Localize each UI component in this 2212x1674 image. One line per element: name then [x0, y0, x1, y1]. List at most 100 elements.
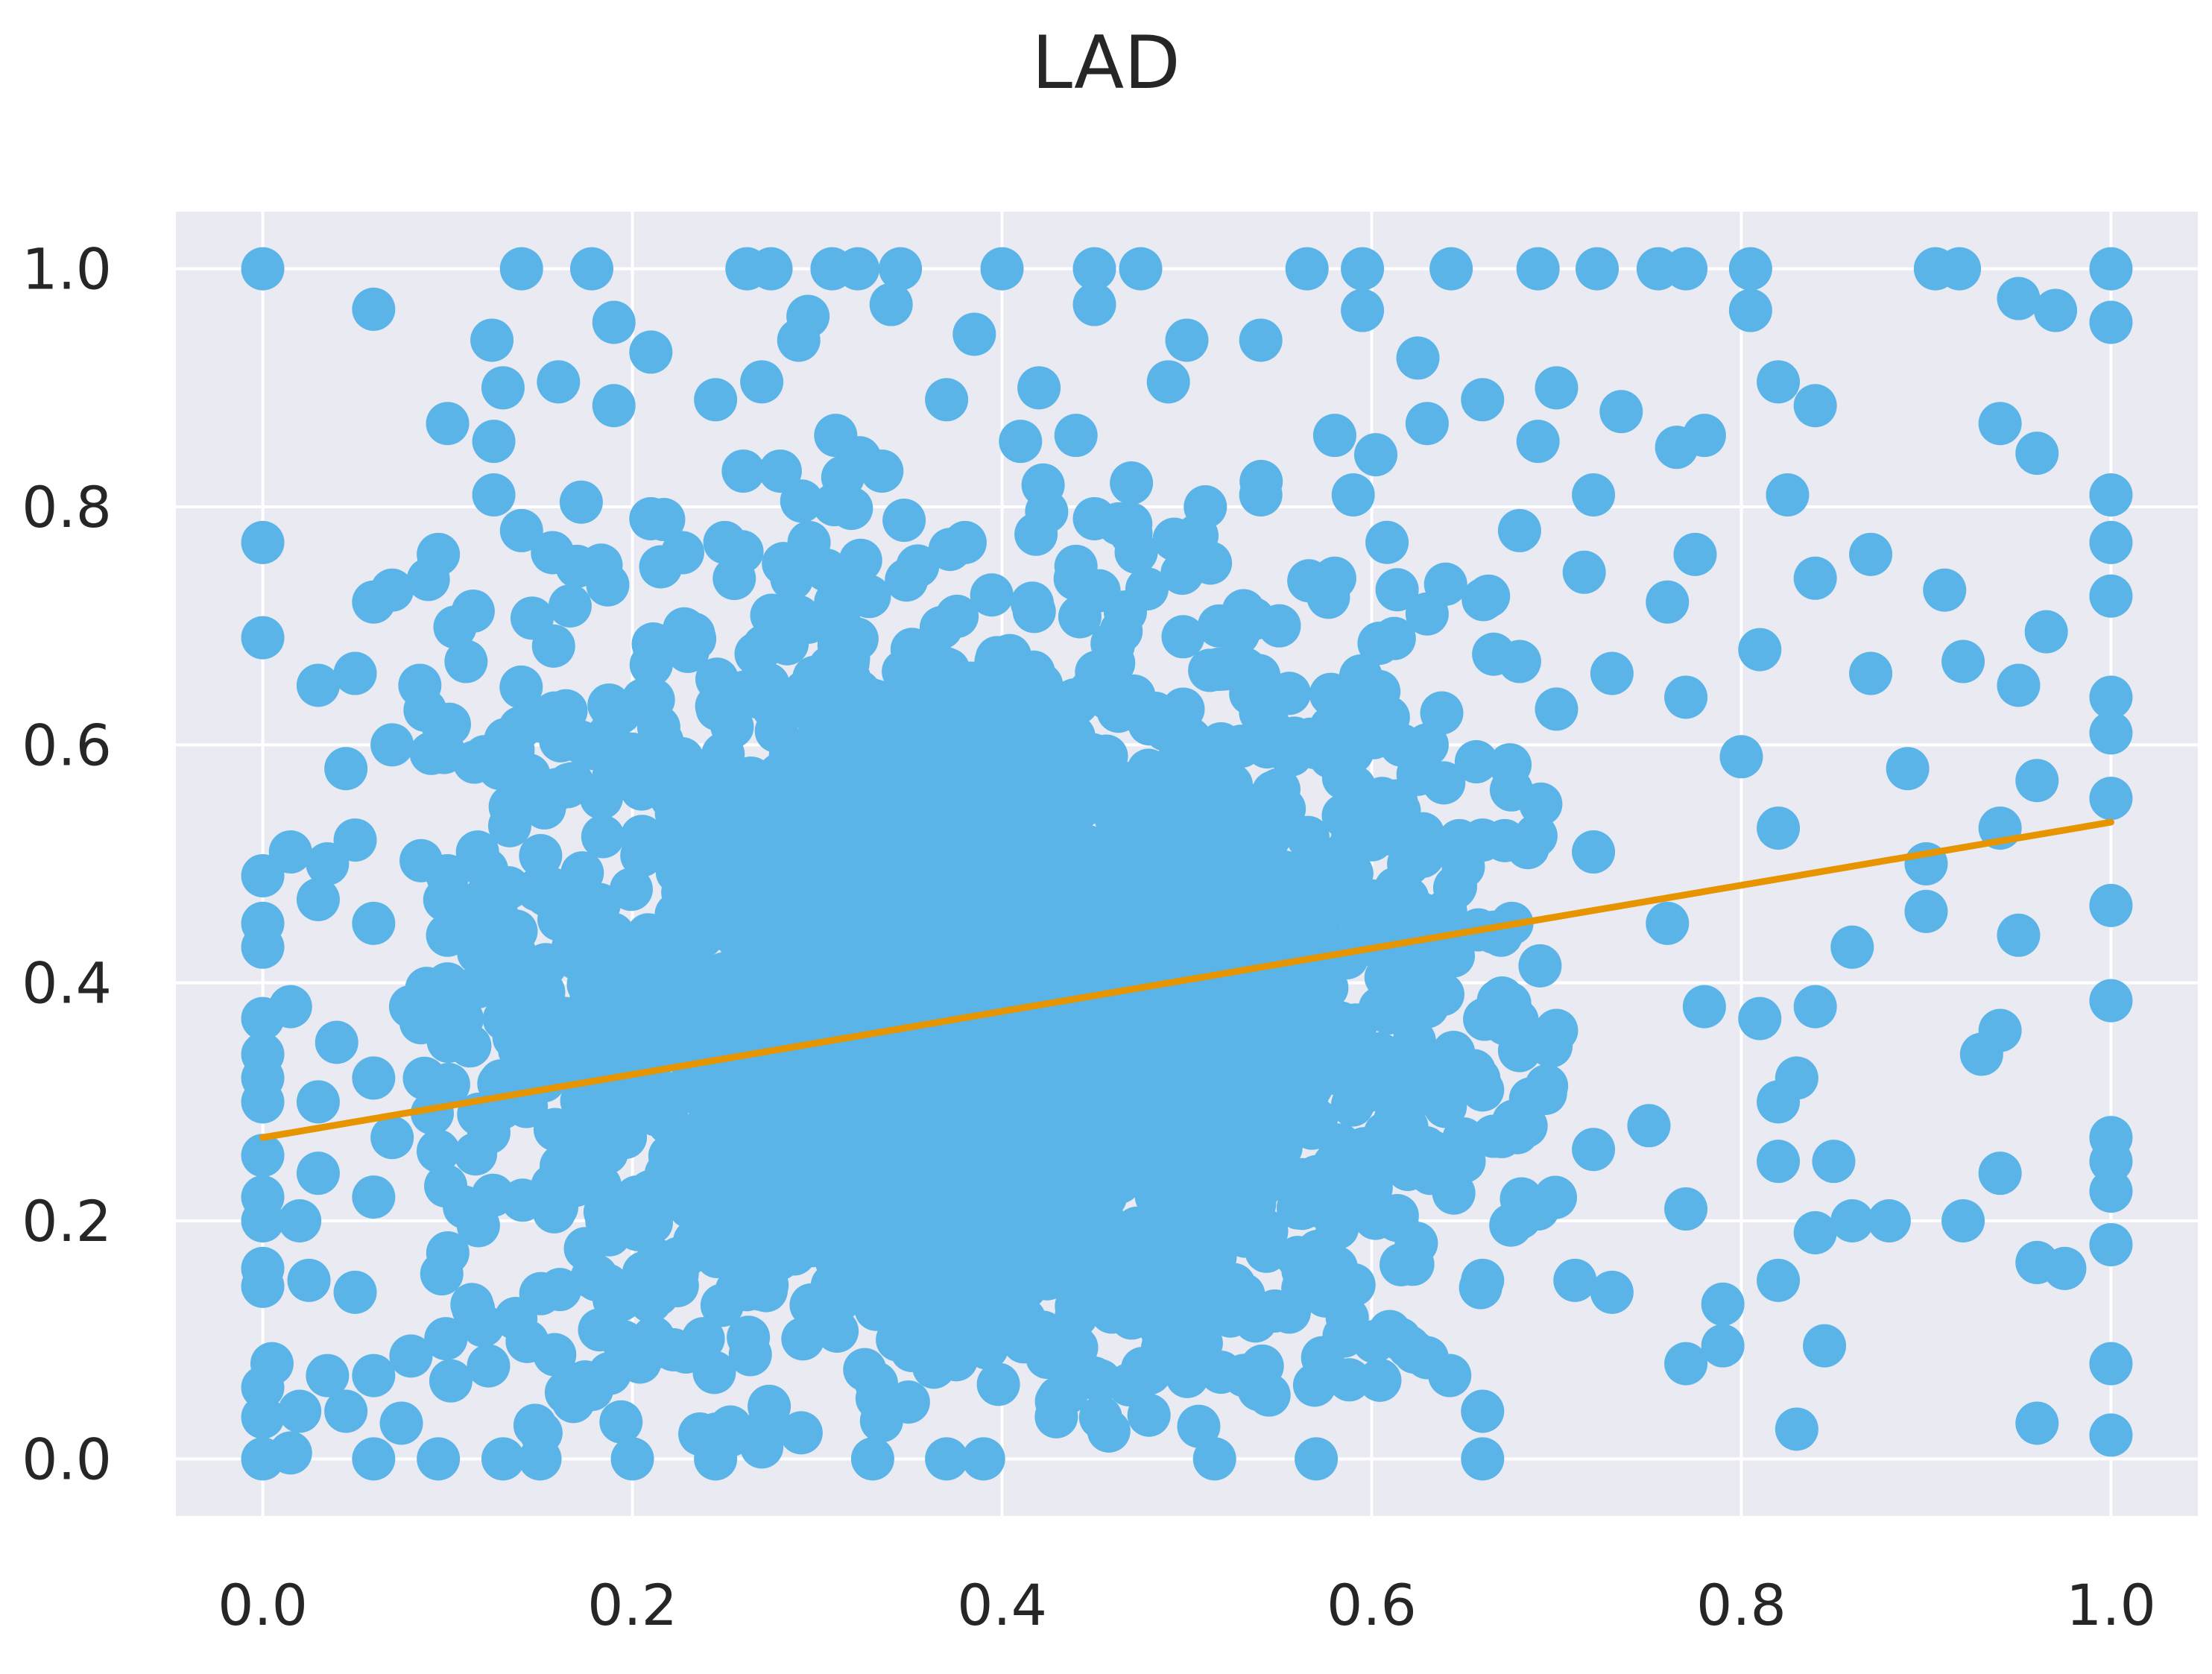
data-point: [1158, 1260, 1202, 1304]
data-point: [241, 1264, 285, 1308]
data-point: [771, 753, 815, 797]
data-point: [560, 1079, 604, 1123]
data-point: [420, 1252, 464, 1296]
data-point: [1257, 604, 1301, 648]
data-point: [926, 713, 970, 757]
data-point: [398, 663, 442, 707]
data-point: [1177, 1404, 1221, 1448]
data-point: [925, 378, 969, 422]
data-point: [1454, 740, 1498, 784]
data-point: [850, 1437, 894, 1481]
data-point: [1590, 651, 1634, 695]
data-point: [1938, 247, 1982, 291]
data-point: [1348, 900, 1392, 944]
data-point: [970, 573, 1014, 617]
data-point: [1184, 484, 1227, 528]
y-tick-label: 0.2: [22, 1188, 112, 1254]
data-point: [1207, 1182, 1251, 1226]
data-point: [791, 1042, 835, 1086]
data-point: [352, 1354, 396, 1397]
data-point: [1497, 508, 1541, 552]
data-point: [1738, 628, 1782, 672]
data-point: [499, 247, 543, 291]
data-point: [2089, 1222, 2133, 1266]
data-point: [1210, 922, 1254, 966]
data-point: [599, 1400, 643, 1444]
data-point: [532, 1190, 576, 1234]
data-point: [1572, 473, 1616, 517]
data-point: [241, 1395, 285, 1439]
data-point: [740, 360, 784, 404]
data-point: [616, 1207, 660, 1251]
data-point: [781, 1317, 825, 1361]
data-point: [1171, 865, 1215, 909]
data-point: [370, 1116, 414, 1160]
data-point: [268, 1431, 312, 1475]
data-point: [1358, 1358, 1402, 1402]
data-point: [1128, 904, 1172, 948]
data-point: [494, 1296, 538, 1340]
data-point: [1508, 1077, 1552, 1121]
data-point: [2043, 1246, 2087, 1290]
data-point: [1374, 1131, 1418, 1175]
data-point: [938, 1161, 982, 1205]
data-point: [1757, 1258, 1801, 1302]
data-point: [1208, 1294, 1252, 1338]
data-point: [2024, 610, 2068, 654]
data-point: [1077, 1052, 1121, 1096]
data-point: [631, 622, 675, 666]
data-point: [1301, 1336, 1344, 1380]
data-point: [1010, 581, 1054, 625]
data-point: [792, 655, 836, 699]
data-point: [1146, 360, 1190, 404]
data-point: [324, 1389, 368, 1433]
data-point: [937, 759, 981, 803]
data-point: [635, 1239, 679, 1283]
data-point: [966, 1055, 1010, 1099]
data-point: [472, 420, 516, 464]
data-point: [241, 1365, 285, 1409]
data-point: [1904, 889, 1948, 933]
data-point: [461, 1304, 505, 1348]
data-point: [810, 1263, 854, 1307]
data-point: [597, 757, 641, 800]
data-point: [296, 663, 340, 707]
data-point: [694, 378, 738, 422]
data-point: [1385, 877, 1429, 920]
data-point: [886, 1380, 930, 1424]
y-tick-label: 0.4: [22, 950, 112, 1017]
data-point: [2089, 883, 2133, 927]
data-point: [1461, 1437, 1505, 1481]
data-point: [829, 487, 873, 531]
data-point: [758, 449, 802, 493]
data-point: [1281, 1248, 1325, 1292]
data-point: [1110, 461, 1154, 505]
data-point: [1489, 768, 1533, 812]
data-point: [1793, 384, 1837, 428]
data-point: [873, 1263, 917, 1307]
data-point: [975, 885, 1019, 929]
data-point: [1124, 1029, 1168, 1073]
data-point: [1719, 735, 1763, 779]
data-point: [1330, 730, 1374, 774]
data-point: [471, 1173, 515, 1217]
data-point: [560, 851, 604, 895]
data-point: [715, 1170, 759, 1214]
data-point: [944, 1102, 987, 1146]
data-point: [426, 402, 470, 446]
x-tick-label: 0.8: [1696, 1572, 1786, 1638]
data-point: [1257, 889, 1301, 933]
data-point: [1461, 378, 1505, 422]
data-point: [822, 715, 866, 759]
data-point: [779, 1078, 823, 1122]
data-point: [424, 1317, 468, 1361]
data-point: [1127, 1292, 1171, 1336]
data-point: [626, 913, 670, 957]
data-point: [1097, 677, 1141, 721]
data-point: [750, 1050, 794, 1094]
data-point: [1058, 595, 1102, 639]
data-point: [1830, 925, 1874, 969]
data-point: [537, 360, 581, 404]
data-point: [268, 830, 312, 874]
data-point: [1590, 1270, 1634, 1314]
